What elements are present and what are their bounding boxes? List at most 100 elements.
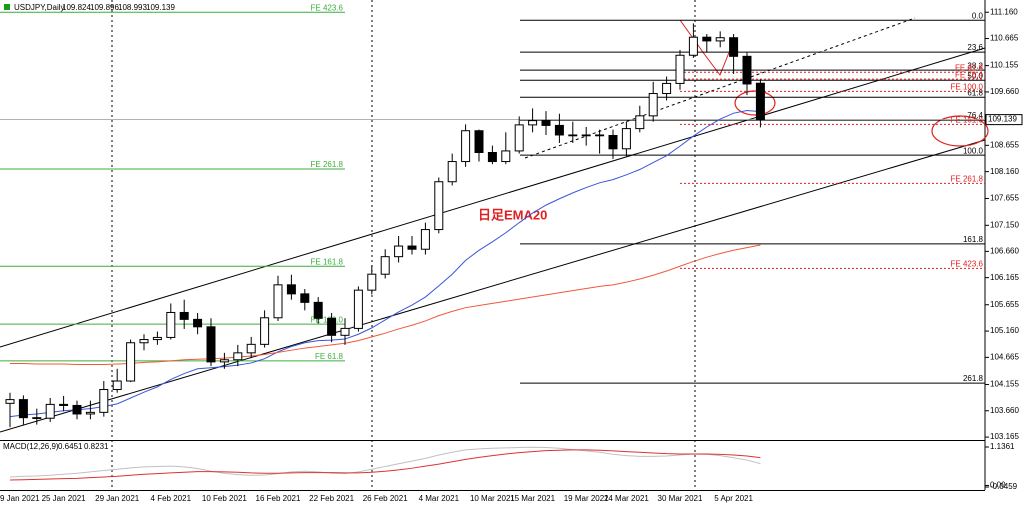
- candle-body: [688, 36, 698, 56]
- price-box-label: 109.139: [988, 115, 1017, 124]
- candle-body: [353, 289, 363, 329]
- candle-body: [407, 245, 417, 250]
- candle-body: [139, 339, 149, 344]
- y-tick-label: 111.160: [990, 7, 1018, 16]
- y-tick-label: 106.660: [990, 246, 1019, 255]
- candle-body: [206, 326, 216, 363]
- candle-body: [313, 301, 323, 319]
- candle-body: [32, 417, 42, 419]
- candle-body: [755, 82, 765, 121]
- macd-y-tick-label: 1.1361: [990, 442, 1015, 451]
- candle-body: [126, 342, 136, 382]
- fib-label: 61.8: [967, 88, 983, 97]
- x-tick-label: 10 Mar 2021: [470, 494, 515, 503]
- x-tick-label: 5 Apr 2021: [714, 494, 753, 503]
- candle-body: [286, 284, 296, 295]
- candle-body: [340, 327, 350, 336]
- candle-body: [635, 115, 645, 130]
- candle-body: [59, 403, 69, 406]
- header-open: 109.824: [62, 3, 91, 12]
- candle-body: [152, 336, 162, 341]
- candle-body: [394, 245, 404, 258]
- y-tick-label: 103.165: [990, 432, 1019, 441]
- candle-body: [581, 134, 591, 137]
- candle-body: [72, 404, 82, 415]
- candle-body: [260, 317, 270, 345]
- candle-body: [621, 128, 631, 150]
- macd-signal-value: 0.8231: [84, 442, 109, 451]
- candle-body: [715, 37, 725, 42]
- candle-body: [742, 55, 752, 85]
- fib-label: FE 61.8: [955, 63, 984, 72]
- fib-label: 100.0: [963, 146, 984, 155]
- fib-label: FE 261.8: [951, 174, 984, 183]
- candle-body: [568, 134, 578, 137]
- candle-body: [461, 130, 471, 163]
- candle-body: [514, 124, 524, 152]
- x-tick-label: 19 Mar 2021: [564, 494, 609, 503]
- symbol-icon: [4, 4, 10, 10]
- annotation: 日足EMA20: [478, 207, 547, 222]
- indicator-line: [9, 110, 761, 418]
- candle-body: [112, 380, 122, 391]
- candle-body: [367, 273, 377, 291]
- price-box: [985, 114, 1023, 126]
- candle-body: [554, 124, 564, 136]
- candle-body: [18, 399, 28, 419]
- y-tick-label: 107.150: [990, 220, 1019, 229]
- candle-body: [447, 161, 457, 183]
- candle-body: [380, 256, 390, 275]
- y-tick-label: 110.665: [990, 34, 1019, 43]
- x-tick-label: 10 Feb 2021: [202, 494, 247, 503]
- fib-label: FE 100.0: [951, 83, 984, 92]
- header-low: 108.993: [118, 3, 147, 12]
- candle-body: [662, 82, 672, 95]
- header-high: 109.896: [90, 3, 119, 12]
- x-tick-label: 15 Mar 2021: [510, 494, 555, 503]
- candle-body: [246, 343, 256, 354]
- highlight-circle: [734, 90, 776, 116]
- indicator-line: [9, 449, 761, 481]
- y-tick-label: 103.660: [990, 406, 1019, 415]
- x-tick-label: 25 Jan 2021: [42, 494, 87, 503]
- fib-label: FE 423.6: [311, 3, 344, 12]
- x-tick-label: 16 Feb 2021: [256, 494, 301, 503]
- candle-body: [219, 359, 229, 363]
- x-tick-label: 4 Mar 2021: [419, 494, 460, 503]
- candle-body: [193, 318, 203, 328]
- candle-body: [5, 399, 15, 404]
- x-tick-label: 9 Jan 2021: [0, 494, 40, 503]
- candle-body: [648, 93, 658, 117]
- candle-body: [327, 317, 337, 336]
- candle-body: [729, 37, 739, 57]
- candle-body: [608, 135, 618, 150]
- y-tick-label: 104.665: [990, 352, 1019, 361]
- candle-body: [501, 150, 511, 163]
- fib-label: 38.2: [967, 61, 983, 70]
- candle-body: [420, 229, 430, 250]
- x-tick-label: 29 Jan 2021: [95, 494, 140, 503]
- fib-label: FE 61.8: [315, 352, 344, 361]
- x-tick-label: 22 Feb 2021: [309, 494, 354, 503]
- candle-body: [675, 54, 685, 84]
- candle-body: [233, 352, 243, 361]
- trend-line: [0, 47, 986, 348]
- y-tick-label: 107.655: [990, 194, 1019, 203]
- fib-label: 50.0: [967, 71, 983, 80]
- candle-body: [273, 284, 283, 319]
- candle-body: [702, 36, 712, 42]
- candle-body: [434, 181, 444, 231]
- candle-body: [300, 293, 310, 303]
- macd-y-tick-label: 0.00: [990, 481, 1006, 490]
- y-tick-label: 105.655: [990, 300, 1019, 309]
- fib-label: FE 76.4: [955, 70, 984, 79]
- y-tick-label: 104.155: [990, 380, 1019, 389]
- header-close: 109.139: [146, 3, 175, 12]
- y-tick-label: 108.655: [990, 140, 1019, 149]
- candle-body: [474, 130, 484, 154]
- y-tick-label: 110.155: [990, 61, 1019, 70]
- macd-title: MACD(12,26,9): [3, 442, 59, 451]
- macd-y-tick-label: -0.0459: [990, 482, 1018, 491]
